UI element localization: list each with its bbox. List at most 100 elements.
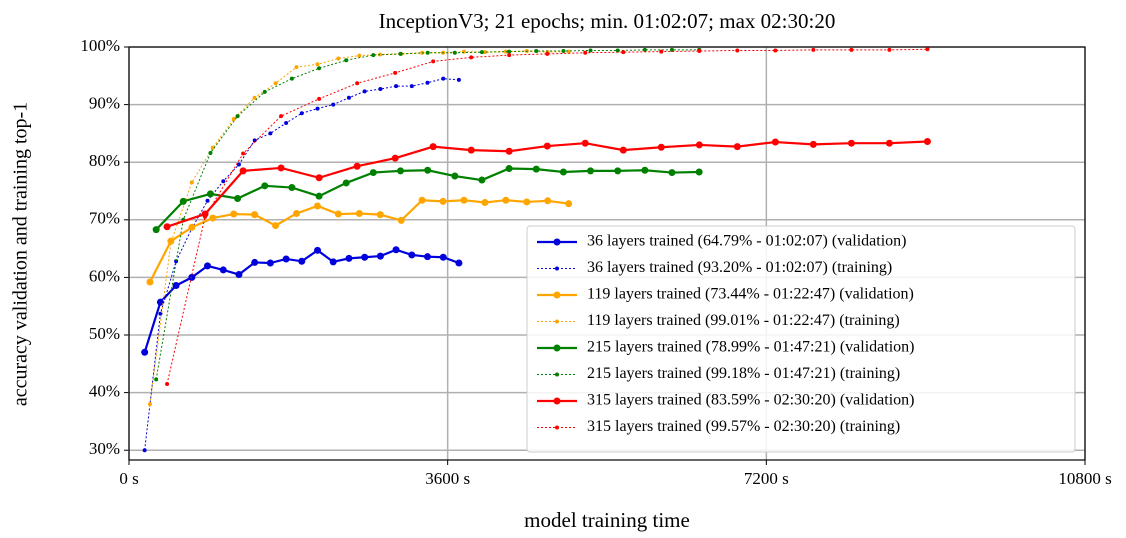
point <box>505 165 513 173</box>
x-tick-label: 0 s <box>119 469 138 488</box>
x-tick-label: 7200 s <box>744 469 789 488</box>
legend-marker <box>553 291 561 299</box>
y-tick-label: 40% <box>89 382 120 401</box>
point <box>315 174 323 182</box>
point <box>376 252 384 260</box>
point <box>298 257 306 265</box>
point <box>418 196 426 204</box>
point <box>408 251 416 259</box>
point <box>847 139 855 147</box>
y-tick-label: 70% <box>89 209 120 228</box>
y-tick-label: 30% <box>89 439 120 458</box>
point <box>771 138 779 146</box>
point <box>361 253 369 261</box>
point <box>142 448 147 453</box>
point <box>168 240 173 245</box>
point <box>543 142 551 150</box>
point <box>205 198 210 203</box>
point <box>315 192 323 200</box>
legend-marker <box>555 425 559 430</box>
point <box>235 114 240 119</box>
point <box>809 140 817 148</box>
point <box>545 51 550 56</box>
point <box>441 76 446 81</box>
point <box>482 50 487 55</box>
point <box>141 348 149 356</box>
point <box>439 253 447 261</box>
point <box>251 211 259 219</box>
point <box>409 84 414 89</box>
point <box>235 271 243 279</box>
point <box>317 96 322 101</box>
point <box>165 381 170 386</box>
point <box>313 202 321 210</box>
legend-label: 215 layers trained (99.18% - 01:47:21) (… <box>587 365 900 382</box>
plot-frame <box>128 46 1086 461</box>
point <box>231 117 236 122</box>
point <box>581 139 589 147</box>
point <box>344 58 349 63</box>
legend-marker <box>555 319 559 324</box>
y-tick-label: 60% <box>89 266 120 285</box>
point <box>266 259 274 267</box>
point <box>345 254 353 262</box>
point <box>292 209 300 217</box>
point <box>615 48 620 53</box>
point <box>669 47 674 52</box>
point <box>559 168 567 176</box>
point <box>396 167 404 175</box>
point <box>544 197 552 205</box>
legend-label: 36 layers trained (64.79% - 01:02:07) (v… <box>587 233 906 250</box>
point <box>179 197 187 205</box>
point <box>369 169 377 177</box>
legend-marker <box>553 238 561 246</box>
point <box>668 169 676 177</box>
point <box>188 223 196 231</box>
point <box>397 216 405 224</box>
point <box>203 214 208 219</box>
legend-marker <box>555 372 559 377</box>
point <box>294 65 299 70</box>
point <box>376 211 384 219</box>
point <box>236 162 241 167</box>
point <box>371 53 376 58</box>
point <box>252 95 257 100</box>
point <box>346 95 351 100</box>
point <box>261 182 269 190</box>
point <box>362 89 367 94</box>
x-tick-label: 10800 s <box>1058 469 1111 488</box>
point <box>210 145 215 150</box>
point <box>393 70 398 75</box>
point <box>479 50 484 55</box>
series-line <box>143 248 460 353</box>
point <box>478 176 486 184</box>
legend-marker <box>555 266 559 271</box>
y-tick-label: 100% <box>80 36 120 55</box>
point <box>392 246 400 254</box>
point <box>336 56 341 61</box>
point <box>146 278 154 286</box>
point <box>209 214 217 222</box>
point <box>206 190 214 198</box>
legend-label: 315 layers trained (83.59% - 02:30:20) (… <box>587 392 914 409</box>
point <box>503 49 508 54</box>
point <box>315 62 320 67</box>
point <box>588 48 593 53</box>
point <box>456 77 461 82</box>
point <box>251 258 259 266</box>
point <box>923 137 931 145</box>
legend-label: 315 layers trained (99.57% - 02:30:20) (… <box>587 418 900 435</box>
point <box>398 51 403 56</box>
point <box>353 162 361 170</box>
point <box>431 59 436 64</box>
legend-label: 36 layers trained (93.20% - 01:02:07) (t… <box>587 259 892 276</box>
point <box>565 200 573 208</box>
point <box>277 164 285 172</box>
legend-marker <box>553 344 561 352</box>
point <box>619 146 627 154</box>
point <box>657 143 665 151</box>
point <box>695 168 703 176</box>
point <box>273 81 278 86</box>
point <box>659 49 664 54</box>
point <box>282 255 290 263</box>
